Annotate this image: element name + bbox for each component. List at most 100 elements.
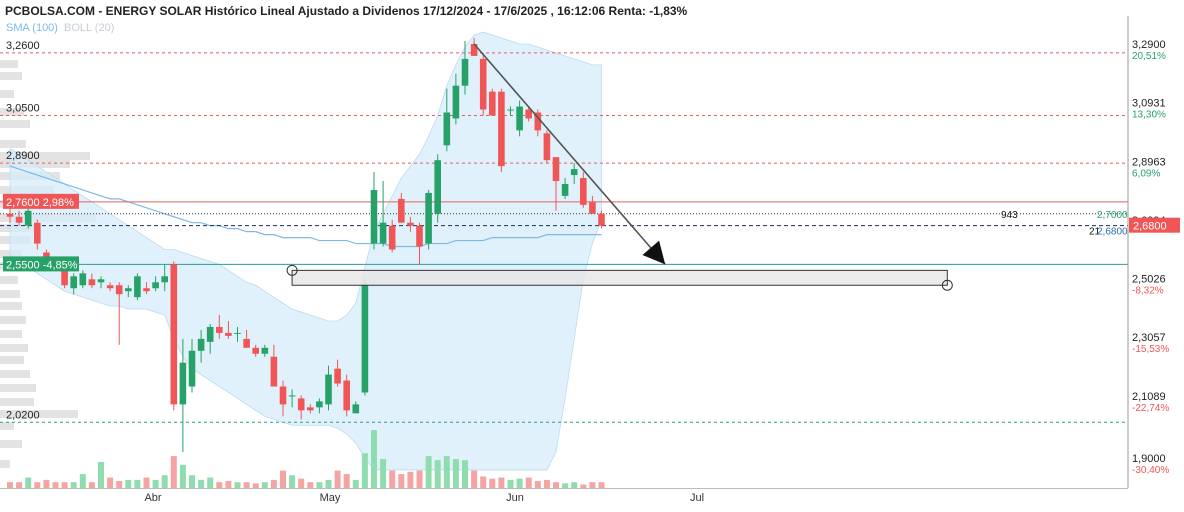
volume-bar (571, 482, 578, 488)
candle-body (252, 347, 259, 354)
candle-body (370, 189, 378, 244)
volume-profile-bar (0, 72, 22, 80)
right-axis-price: 2,8963 (1132, 156, 1166, 168)
volume-bar (480, 476, 487, 488)
volume-bar (553, 482, 559, 488)
candle-body (206, 326, 214, 342)
candle-body (334, 368, 341, 384)
volume-bar (498, 477, 505, 488)
volume-bar (98, 461, 104, 488)
volume-profile-bar (0, 160, 70, 168)
rectangle-handle[interactable] (286, 264, 298, 276)
left-price-axis: 3,2600 3,0500 2,8900 2,0200 (6, 40, 40, 421)
last-price-tag (1129, 217, 1180, 233)
candle-body (115, 285, 123, 295)
volume-bar (25, 477, 32, 488)
candle-body (425, 192, 432, 244)
candle-body (461, 58, 469, 86)
candle-body (525, 109, 532, 119)
volume-bar (179, 464, 186, 488)
candle-body (261, 347, 269, 354)
volume-profile-bar (0, 460, 10, 468)
candle-body (270, 356, 278, 387)
volume-profile-bar (0, 120, 30, 128)
volume-bar (489, 478, 496, 488)
left-axis-price: 3,2600 (6, 40, 40, 52)
candle-body (34, 222, 41, 244)
price-tags: 2,7600 2,98% 2,5500 -4,85% 2,6800 943 2,7000… (3, 193, 1180, 272)
volume-bar (198, 479, 205, 488)
volume-bar (352, 479, 359, 488)
range-rectangle[interactable] (291, 269, 948, 286)
volume-bar (525, 477, 532, 488)
volume-bar (589, 482, 596, 488)
volume-bar (325, 479, 332, 488)
volume-bar (462, 460, 468, 488)
right-axis-percent: -30,40% (1132, 465, 1169, 476)
volume-bar (52, 482, 59, 488)
candle-body (361, 285, 369, 393)
volume-bar (334, 470, 341, 488)
volume-bar (125, 479, 132, 488)
right-axis-percent: -15,53% (1132, 344, 1169, 355)
volume-bar (443, 456, 450, 488)
candle-body (507, 109, 514, 111)
candle-body (216, 326, 223, 333)
candle-body (598, 213, 605, 226)
candle-body (188, 350, 196, 387)
right-axis-price: 2,5026 (1132, 274, 1166, 286)
candle-body (170, 264, 178, 405)
volume-bar (562, 483, 569, 488)
candle-body (325, 374, 332, 405)
volume-bar (225, 481, 232, 488)
volume-bar (252, 483, 259, 488)
volume-bar (88, 482, 95, 488)
left-price-tag-text: 2,5500 -4,85% (6, 259, 78, 271)
left-axis-price: 2,0200 (6, 409, 40, 421)
left-price-tag (3, 256, 79, 272)
volume-bar (61, 482, 68, 488)
volume-bar (280, 470, 286, 488)
candle-body (61, 267, 68, 286)
volume-bar (261, 482, 268, 488)
volume-bar (70, 482, 77, 488)
month-label: Jul (690, 492, 704, 504)
right-axis-percent: -22,74% (1132, 403, 1169, 414)
right-axis-percent: 13,30% (1132, 110, 1166, 121)
volume-bar (161, 475, 168, 488)
volume-bar (116, 481, 123, 488)
volume-bar (298, 478, 305, 488)
candle-body (243, 338, 250, 348)
candle-body (6, 213, 14, 217)
volume-profile-bar (0, 152, 90, 160)
right-axis-price: 3,0931 (1132, 98, 1166, 110)
candle-body (70, 276, 77, 289)
volume-profile-bar (0, 422, 14, 430)
volume-bar (343, 474, 350, 488)
trend-line[interactable] (473, 43, 666, 265)
chart-title: PCBOLSA.COM - ENERGY SOLAR Histórico Lin… (5, 4, 688, 18)
last-price-tag-text: 2,6800 (1133, 221, 1167, 233)
volume-bar (416, 470, 423, 488)
bollinger-legend-label[interactable]: BOLL (20) (64, 22, 115, 34)
candle-body (352, 404, 360, 414)
right-axis-price: 2,3057 (1132, 332, 1166, 344)
candle-body (234, 332, 241, 334)
volume-bars (7, 430, 605, 488)
volume-bar (79, 474, 86, 488)
candle-body (379, 222, 387, 244)
candle-body (570, 169, 578, 176)
candle-body (552, 157, 560, 182)
volume-bar (398, 474, 405, 488)
candle-body (561, 183, 569, 196)
rectangle-handle[interactable] (941, 279, 953, 291)
volume-bar (507, 479, 514, 488)
time-axis: Abr May Jun Jul (144, 492, 704, 504)
inline-prefix: 21 (1089, 227, 1101, 238)
sma-legend-label[interactable]: SMA (100) (6, 22, 58, 34)
trend-arrow-head[interactable] (642, 240, 666, 265)
drawings[interactable] (286, 43, 953, 291)
volume-profile-bar (0, 108, 24, 116)
candle-body (79, 273, 87, 286)
